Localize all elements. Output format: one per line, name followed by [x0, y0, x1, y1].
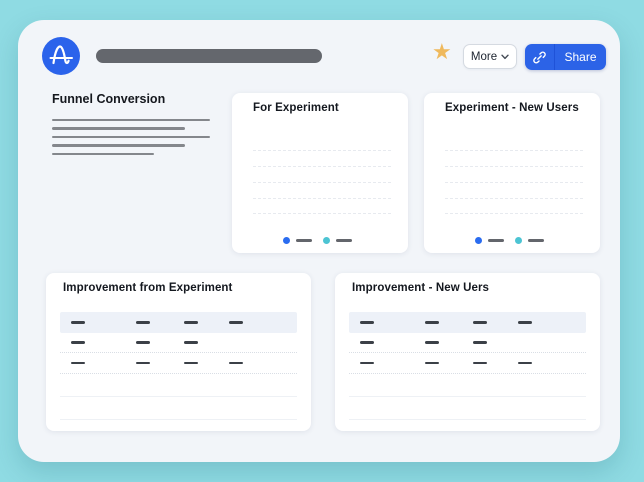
cell-value-placeholder [229, 321, 243, 324]
cell-value-placeholder [71, 341, 85, 344]
more-button[interactable]: More [463, 44, 517, 69]
table-rows [60, 312, 297, 420]
gridline [445, 181, 583, 183]
share-button-divider [554, 44, 555, 70]
chart-legend [424, 237, 600, 244]
gridline [253, 197, 391, 199]
dashboard-window: ★ More Share Funnel Conversion [18, 20, 620, 462]
chart-plot [253, 139, 391, 227]
table-row [60, 397, 297, 420]
cell-value-placeholder [184, 361, 198, 365]
more-button-label: More [470, 50, 498, 63]
chart-title: Experiment - New Users [445, 102, 579, 114]
gridline [253, 181, 391, 183]
gridline [445, 150, 583, 151]
gridline [445, 165, 583, 167]
cell-value-placeholder [229, 361, 243, 365]
share-button-label: Share [564, 50, 597, 64]
cell-value-placeholder [360, 361, 374, 365]
gridline [445, 197, 583, 199]
placeholder-text-line [52, 119, 210, 122]
placeholder-text-line [52, 144, 185, 147]
table-title: Improvement from Experiment [63, 282, 233, 294]
cell-value-placeholder [360, 321, 374, 324]
chart-title: For Experiment [253, 102, 339, 114]
table-row [349, 333, 586, 353]
legend-dot-series-blue [283, 237, 290, 244]
cell-value-placeholder [425, 361, 439, 365]
placeholder-text-line [52, 135, 210, 139]
cell-value-placeholder [184, 321, 198, 324]
description-placeholder-lines [52, 119, 210, 161]
legend-label-placeholder [528, 239, 544, 242]
cell-value-placeholder [71, 361, 85, 365]
cell-value-placeholder [136, 321, 150, 324]
cell-value-placeholder [518, 361, 532, 365]
gridline [253, 165, 391, 167]
dashboard-title-placeholder [96, 49, 322, 63]
chevron-down-icon [501, 54, 509, 60]
cell-value-placeholder [184, 341, 198, 344]
chart-card-experiment-new-users[interactable]: Experiment - New Users [424, 93, 600, 253]
gridline [253, 150, 391, 151]
cell-value-placeholder [136, 361, 150, 365]
cell-value-placeholder [71, 321, 85, 324]
table-header-row [349, 312, 586, 333]
legend-label-placeholder [336, 239, 352, 242]
cell-value-placeholder [473, 341, 487, 344]
legend-label-placeholder [488, 239, 504, 242]
cell-value-placeholder [136, 341, 150, 344]
chart-card-for-experiment[interactable]: For Experiment [232, 93, 408, 253]
table-row [349, 353, 586, 374]
legend-dot-series-teal [515, 237, 522, 244]
chart-legend [232, 237, 408, 244]
table-rows [349, 312, 586, 420]
cell-value-placeholder [473, 321, 487, 324]
legend-label-placeholder [296, 239, 312, 242]
cell-value-placeholder [360, 341, 374, 344]
placeholder-text-line [52, 127, 185, 130]
cell-value-placeholder [518, 321, 532, 324]
table-header-row [60, 312, 297, 333]
cell-value-placeholder [473, 361, 487, 365]
placeholder-text-line [52, 152, 154, 156]
link-icon[interactable] [525, 44, 554, 70]
amplitude-logo[interactable] [42, 37, 80, 75]
legend-dot-series-blue [475, 237, 482, 244]
cell-value-placeholder [425, 341, 439, 344]
table-row [349, 374, 586, 397]
gridline [253, 213, 391, 215]
table-row [60, 333, 297, 353]
table-row [349, 397, 586, 420]
page-title: Funnel Conversion [52, 92, 166, 106]
chart-plot [445, 139, 583, 227]
legend-dot-series-teal [323, 237, 330, 244]
favorite-star-icon[interactable]: ★ [432, 39, 452, 64]
table-row [60, 374, 297, 397]
table-card-improvement-from-experiment[interactable]: Improvement from Experiment [46, 273, 311, 431]
table-card-improvement-new-uers[interactable]: Improvement - New Uers [335, 273, 600, 431]
gridline [445, 213, 583, 215]
table-row [60, 353, 297, 374]
table-title: Improvement - New Uers [352, 282, 490, 294]
share-button[interactable]: Share [525, 44, 606, 70]
cell-value-placeholder [425, 321, 439, 324]
